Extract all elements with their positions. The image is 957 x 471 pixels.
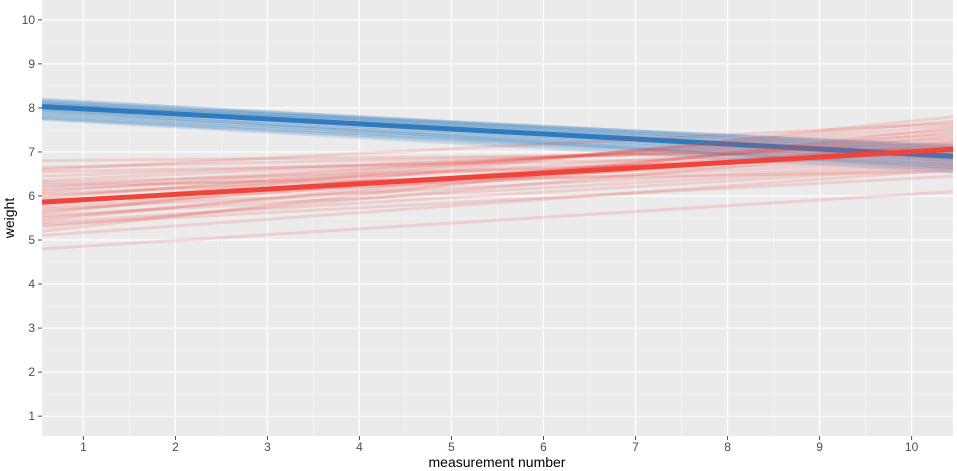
axis-ticks xyxy=(38,19,913,440)
y-tick-label: 4 xyxy=(28,277,35,291)
x-tick-label: 1 xyxy=(80,440,87,454)
series-1-uncertainty-line xyxy=(41,124,954,200)
x-axis-title: measurement number xyxy=(429,454,566,470)
y-axis-title: weight xyxy=(1,198,17,240)
series-0-mean-line xyxy=(41,104,954,159)
series-0-uncertainty-line xyxy=(41,102,954,154)
series-1-uncertainty-line xyxy=(41,132,954,189)
y-tick-label: 2 xyxy=(28,365,35,379)
series-1-uncertainty-line xyxy=(41,146,954,229)
series-0-uncertainty-line xyxy=(41,102,954,147)
y-tick-label: 6 xyxy=(28,189,35,203)
x-tick-label: 8 xyxy=(724,440,731,454)
series-1-uncertainty-line xyxy=(41,137,954,183)
series-1-uncertainty-line xyxy=(41,154,954,185)
series-0-uncertainty-line xyxy=(41,99,954,155)
x-tick-label: 5 xyxy=(448,440,455,454)
x-tick-label: 7 xyxy=(632,440,639,454)
series-0-uncertainty-line xyxy=(41,107,954,163)
series-1-uncertainty-line xyxy=(41,174,954,227)
series-1-uncertainty-line xyxy=(41,139,954,198)
series-0-uncertainty-line xyxy=(41,113,954,164)
tick-labels: 1 2 3 4 5 6 7 8 9 10 1 2 3 4 5 6 7 8 9 10 xyxy=(22,13,919,454)
series-0-uncertainty-line xyxy=(41,98,954,150)
series-layer xyxy=(41,97,954,251)
series-1-uncertainty-line xyxy=(41,150,954,163)
y-tick-label: 1 xyxy=(28,409,35,423)
series-1-uncertainty-line xyxy=(41,161,954,211)
series-0-uncertainty-line xyxy=(41,117,954,174)
series-0-uncertainty-line xyxy=(41,101,954,152)
series-1-uncertainty-line xyxy=(41,121,954,172)
series-0-uncertainty-line xyxy=(41,109,954,165)
series-1-uncertainty-line xyxy=(41,146,954,169)
series-1-mean-line xyxy=(41,146,954,205)
series-1-uncertainty-line xyxy=(41,126,954,233)
x-tick-label: 9 xyxy=(816,440,823,454)
series-1-uncertainty-line xyxy=(41,165,954,224)
x-tick-label: 2 xyxy=(172,440,179,454)
series-1-uncertainty-line xyxy=(41,168,954,238)
x-tick-label: 10 xyxy=(905,440,919,454)
series-0-uncertainty-line xyxy=(41,100,954,149)
series-0-uncertainty-line xyxy=(41,116,954,172)
series-1-uncertainty-line xyxy=(41,128,954,194)
major-gridlines xyxy=(42,0,953,436)
y-tick-label: 10 xyxy=(22,13,36,27)
series-1-uncertainty-line xyxy=(41,163,954,218)
y-tick-label: 9 xyxy=(28,57,35,71)
series-0-uncertainty-line xyxy=(41,97,954,153)
y-tick-label: 3 xyxy=(28,321,35,335)
y-tick-label: 7 xyxy=(28,145,35,159)
y-tick-label: 5 xyxy=(28,233,35,247)
x-tick-label: 4 xyxy=(356,440,363,454)
x-tick-label: 6 xyxy=(540,440,547,454)
series-1-uncertainty-line xyxy=(41,190,954,251)
series-1-uncertainty-line xyxy=(41,141,954,178)
x-tick-label: 3 xyxy=(264,440,271,454)
series-0-uncertainty-line xyxy=(41,110,954,162)
series-1-uncertainty-line xyxy=(41,170,954,187)
series-1-uncertainty-line xyxy=(41,115,954,216)
y-tick-label: 8 xyxy=(28,101,35,115)
